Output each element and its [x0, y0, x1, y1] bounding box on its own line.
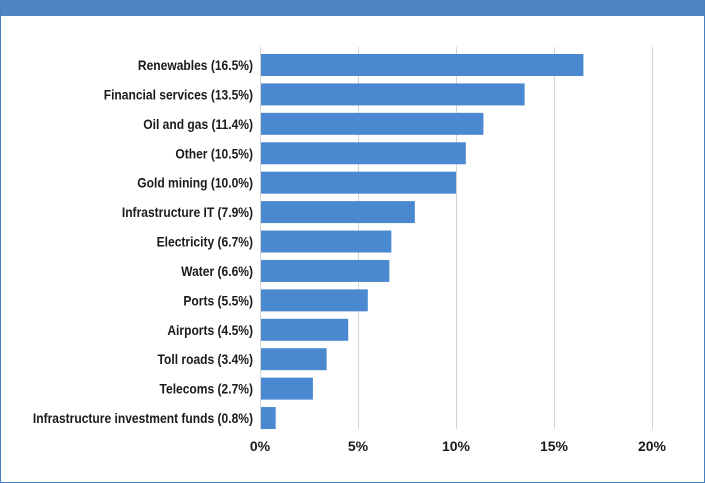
- category-label: Toll roads (3.4%): [158, 351, 253, 367]
- bar: [261, 230, 392, 253]
- bar: [261, 407, 276, 430]
- bar: [261, 289, 368, 312]
- bar: [261, 171, 456, 194]
- x-tick-label: 15%: [540, 438, 569, 454]
- category-label: Ports (5.5%): [183, 292, 253, 308]
- bar: [261, 348, 327, 371]
- x-tick-label: 20%: [638, 438, 667, 454]
- x-tick-label: 0%: [250, 438, 271, 454]
- header-bar: [1, 1, 704, 16]
- category-label: Oil and gas (11.4%): [143, 116, 253, 132]
- bar: [261, 377, 313, 400]
- bar: [261, 112, 484, 135]
- category-label: Gold mining (10.0%): [137, 175, 253, 191]
- bar: [261, 142, 466, 165]
- x-tick-label: 10%: [442, 438, 471, 454]
- bar: [261, 201, 415, 224]
- category-label: Infrastructure IT (7.9%): [122, 204, 253, 220]
- x-tick-label: 5%: [348, 438, 369, 454]
- category-label: Electricity (6.7%): [157, 234, 253, 250]
- category-label: Airports (4.5%): [167, 322, 253, 338]
- category-label: Renewables (16.5%): [138, 57, 253, 73]
- category-label: Financial services (13.5%): [104, 86, 253, 102]
- bar: [261, 83, 525, 106]
- bar: [261, 259, 390, 282]
- category-label: Telecoms (2.7%): [160, 381, 253, 397]
- x-tick-labels: 0% 5% 10% 15% 20%: [250, 438, 667, 454]
- category-label: Water (6.6%): [181, 263, 253, 279]
- bar: [261, 318, 349, 341]
- bar: [261, 54, 584, 76]
- category-labels: Renewables (16.5%) Financial services (13…: [33, 57, 253, 426]
- category-label: Infrastructure investment funds (0.8%): [33, 410, 253, 426]
- bars: [261, 54, 584, 430]
- category-label: Other (10.5%): [175, 145, 253, 161]
